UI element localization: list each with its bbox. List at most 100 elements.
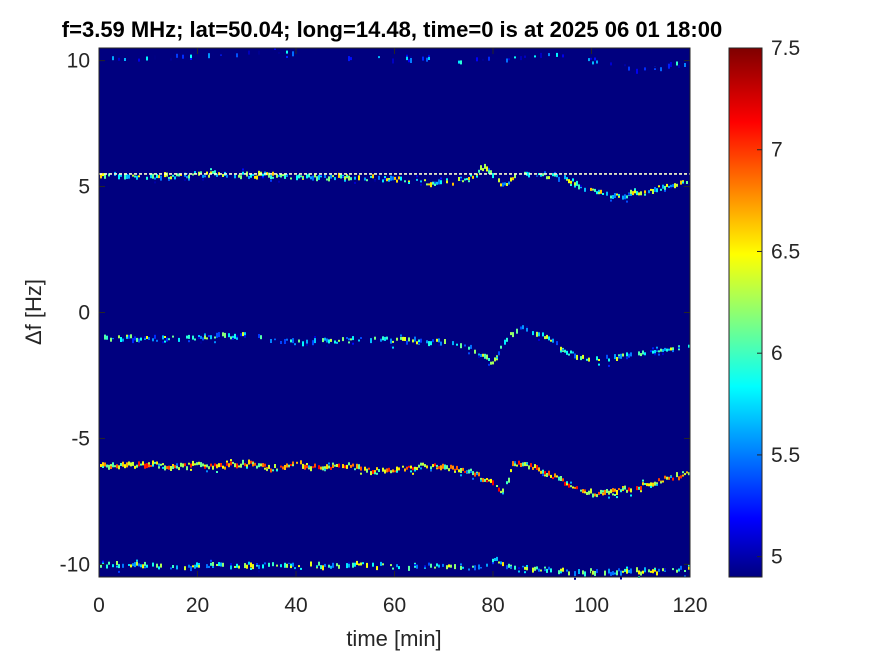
heat-cell (570, 350, 572, 354)
heat-cell (146, 564, 148, 568)
heat-cell (642, 482, 644, 486)
heat-cell (222, 174, 224, 177)
heat-cell (278, 175, 280, 177)
heat-cell (238, 465, 240, 468)
heat-cell (122, 338, 124, 342)
heat-cell (568, 571, 570, 576)
chart-title: f=3.59 MHz; lat=50.04; long=14.48, time=… (62, 17, 722, 42)
heat-cell (480, 165, 482, 171)
heat-cell (316, 176, 318, 182)
heat-cell (332, 175, 334, 178)
heat-cell (508, 563, 510, 568)
heat-cell (678, 476, 680, 481)
heat-cell (356, 560, 358, 565)
heat-cell (594, 188, 596, 192)
heat-cell (184, 463, 186, 467)
heat-cell (104, 334, 106, 340)
heat-cell (208, 563, 210, 566)
heat-cell (210, 559, 212, 562)
heat-cell (398, 176, 400, 180)
heat-cell (376, 472, 378, 475)
heat-cell (120, 463, 122, 466)
heat-cell (346, 175, 348, 178)
heat-cell (376, 467, 378, 471)
heat-cell (618, 194, 620, 197)
heat-cell (452, 465, 454, 470)
heat-cell (348, 338, 350, 341)
heat-cell (368, 467, 370, 470)
heat-cell (366, 562, 368, 568)
heat-cell (326, 464, 328, 470)
heat-cell (284, 562, 286, 568)
heat-cell (548, 566, 550, 570)
heat-cell (122, 563, 124, 568)
heat-cell (236, 563, 238, 568)
heat-cell (230, 336, 232, 340)
heat-cell (598, 363, 600, 366)
heat-cell (622, 353, 624, 357)
heat-cell (562, 567, 564, 572)
heat-cell (680, 475, 682, 479)
heat-cell (436, 338, 438, 342)
heat-cell (398, 566, 400, 570)
heat-cell (576, 354, 578, 360)
heat-cell (318, 561, 320, 566)
heat-cell (280, 564, 282, 568)
heat-cell (180, 462, 182, 467)
heat-cell (446, 180, 448, 184)
heat-cell (614, 193, 616, 198)
heat-cell (162, 463, 164, 466)
heat-cell (258, 564, 260, 569)
heat-cell (308, 467, 310, 470)
heat-cell (486, 480, 488, 483)
heat-cell (566, 177, 568, 180)
heat-cell (648, 483, 650, 487)
heat-cell (386, 178, 388, 182)
heat-cell (588, 490, 590, 495)
heat-cell (422, 56, 424, 61)
heat-cell (136, 175, 138, 180)
heat-cell (158, 566, 160, 570)
heat-cell (572, 178, 574, 182)
heat-cell (552, 338, 554, 343)
heat-cell (240, 333, 242, 337)
heat-cell (300, 567, 302, 570)
heat-cell (354, 181, 356, 184)
heat-cell (654, 187, 656, 192)
heat-cell (468, 568, 470, 571)
heat-cell (106, 564, 108, 569)
heat-cell (122, 461, 124, 467)
heat-cell (346, 464, 348, 469)
heat-cell (482, 168, 484, 172)
heat-cell (334, 177, 336, 181)
heat-cell (130, 564, 132, 568)
heat-cell (130, 462, 132, 467)
heat-cell (412, 339, 414, 343)
heat-cell (608, 573, 610, 576)
heat-cell (136, 464, 138, 468)
heat-cell (330, 174, 332, 179)
heat-cell (628, 566, 630, 569)
heat-cell (186, 335, 188, 339)
heat-cell (550, 339, 552, 342)
heat-cell (222, 465, 224, 469)
heat-cell (306, 463, 308, 465)
heat-cell (190, 54, 192, 59)
heat-cell (574, 577, 576, 580)
heat-cell (164, 336, 166, 338)
heat-cell (660, 188, 662, 191)
heat-cell (638, 192, 640, 196)
heat-cell (166, 337, 168, 342)
colorbar-tick-label: 7 (771, 139, 783, 162)
heat-cell (404, 337, 406, 341)
heat-cell (668, 63, 670, 69)
heat-cell (160, 175, 162, 181)
heat-cell (502, 562, 504, 567)
heat-cell (216, 564, 218, 566)
heat-cell (212, 171, 214, 174)
heat-cell (654, 353, 656, 356)
heat-cell (448, 564, 450, 568)
heat-cell (626, 352, 628, 357)
heat-cell (224, 466, 226, 470)
heat-cell (332, 562, 334, 568)
